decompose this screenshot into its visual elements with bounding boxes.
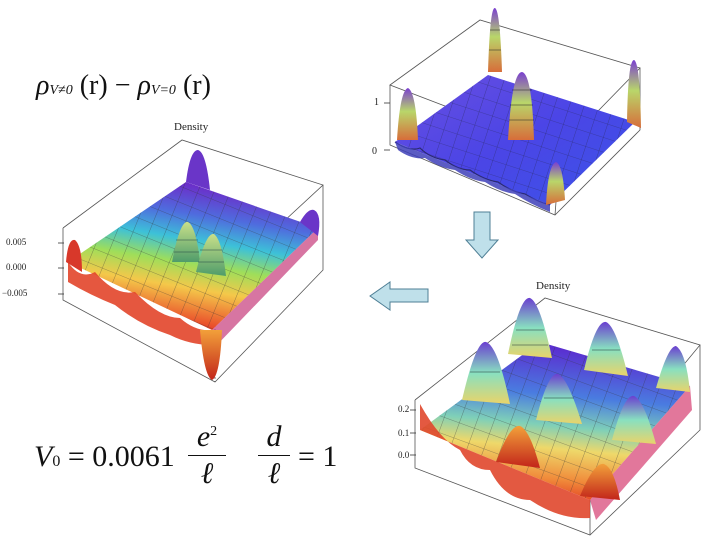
bottom-right-bump-2 — [584, 321, 628, 376]
ell-denominator-1: ℓ — [200, 457, 214, 490]
top-right-spike-left — [397, 88, 418, 140]
bottom-right-bump-1 — [508, 297, 552, 358]
d-symbol: d — [266, 420, 282, 453]
subscript-v-nonzero: V≠0 — [49, 83, 73, 98]
bottom-right-surface-plot — [410, 297, 701, 536]
equals-sign: = — [67, 440, 85, 473]
top-right-spike-right — [627, 60, 641, 128]
fraction-d-over-l: d ℓ — [256, 420, 292, 491]
bottom-right-bump-7 — [496, 425, 540, 468]
left-spike-right — [300, 209, 320, 236]
rho-symbol-b: ρ — [137, 70, 151, 101]
e-exponent: 2 — [210, 424, 218, 439]
value-one: 1 — [322, 440, 338, 473]
coefficient: 0.0061 — [92, 440, 175, 473]
left-center-peak-2 — [196, 233, 226, 276]
bottom-right-tick-02: 0.2 — [398, 404, 410, 414]
subscript-v-zero: V=0 — [150, 83, 176, 98]
left-tick-pos: 0.005 — [6, 237, 27, 247]
potential-formula: V0 = 0.0061 e2 ℓ d ℓ = 1 — [34, 420, 364, 500]
bottom-right-bump-8 — [580, 463, 620, 500]
bottom-right-bump-3 — [656, 346, 690, 392]
top-right-surface-plot — [384, 7, 641, 216]
bottom-right-tick-00: 0.0 — [398, 450, 410, 460]
bottom-right-bump-6 — [612, 395, 656, 444]
equals-sign-2: = — [298, 440, 315, 473]
minus-sign: − — [114, 70, 131, 101]
v-symbol: V — [34, 440, 53, 473]
bottom-right-tick-01: 0.1 — [398, 428, 410, 438]
left-dip-front — [200, 330, 222, 380]
left-tick-zero: 0.000 — [6, 262, 27, 272]
down-arrow — [464, 211, 500, 259]
left-spike-back — [186, 150, 210, 190]
rho-symbol-a: ρ — [36, 70, 50, 101]
top-right-spike-back — [488, 7, 502, 72]
top-right-spike-front — [546, 162, 565, 205]
ell-denominator-2: ℓ — [267, 457, 281, 490]
left-spike-left — [66, 239, 82, 272]
fraction-bar-1 — [188, 455, 226, 456]
bottom-right-bump-5 — [536, 373, 582, 424]
argument-r-b: (r) — [182, 70, 211, 101]
left-plot-title: Density — [174, 121, 209, 133]
left-surface-plot — [58, 139, 324, 383]
left-arrow — [369, 281, 429, 311]
bottom-right-plot-title: Density — [536, 280, 571, 292]
argument-r-a: (r) — [79, 70, 108, 101]
e-symbol: e — [196, 420, 211, 453]
left-tick-neg: −0.005 — [2, 288, 28, 298]
top-right-tick-1: 1 — [374, 97, 379, 108]
fraction-e2-over-l: e2 ℓ — [186, 420, 228, 491]
fraction-bar-2 — [258, 455, 290, 456]
top-right-tick-0: 0 — [372, 146, 377, 157]
v-subscript: 0 — [52, 453, 61, 470]
top-right-spike-center — [508, 72, 534, 140]
bottom-right-bump-4 — [462, 341, 510, 404]
density-difference-formula: ρV≠0 (r) − ρV=0 (r) — [36, 70, 211, 102]
